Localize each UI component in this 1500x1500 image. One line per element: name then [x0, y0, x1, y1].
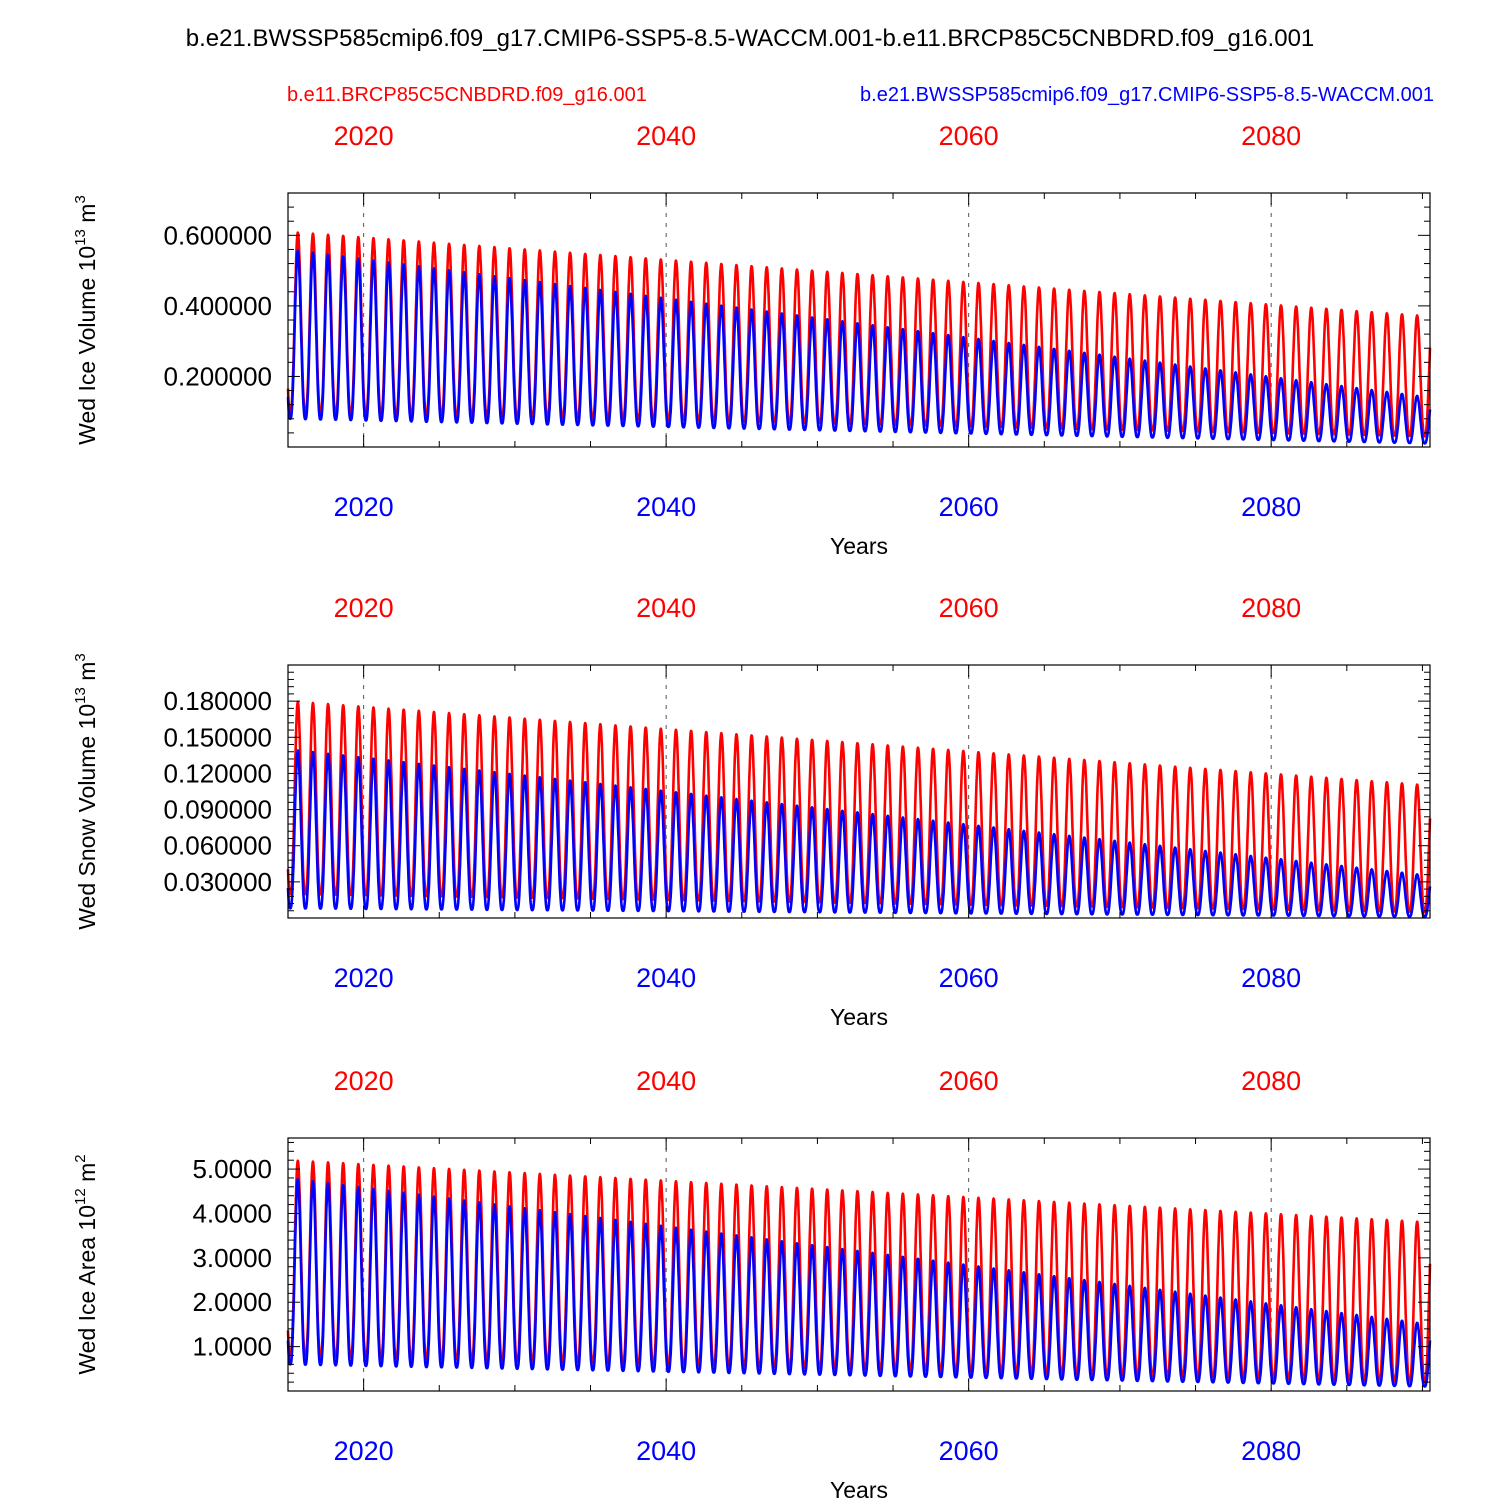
top-x-tick-label: 2080	[1241, 121, 1301, 151]
y-tick-label: 0.120000	[164, 758, 272, 788]
y-axis-label-exponent: 12	[72, 1188, 89, 1205]
top-x-tick-label: 2040	[636, 121, 696, 151]
plot-frame	[287, 664, 1431, 919]
chart-panel-1: 0.200000 0.400000 0.600000 2020 2020 2040 2040…	[72, 121, 1432, 559]
top-x-tick-label: 2040	[636, 593, 696, 623]
series-line-blue	[286, 1177, 1432, 1388]
y-axis-label-part: Wed Snow Volume 10	[74, 704, 100, 930]
series-line-blue	[286, 249, 1432, 445]
top-x-tick-label: 2080	[1241, 593, 1301, 623]
y-axis-label: Wed Ice Volume 1013 m3	[72, 195, 100, 445]
y-axis-label-exponent: 3	[72, 195, 89, 203]
x-axis-label: Years	[830, 533, 888, 559]
series-line-red	[286, 1159, 1432, 1384]
bottom-x-tick-label: 2040	[636, 492, 696, 522]
y-tick-label: 0.090000	[164, 795, 272, 825]
top-x-tick-label: 2020	[334, 1066, 394, 1096]
top-x-tick-label: 2060	[939, 1066, 999, 1096]
bottom-x-tick-label: 2080	[1241, 1436, 1301, 1466]
top-x-tick-label: 2020	[334, 593, 394, 623]
y-axis-label-exponent: 13	[72, 687, 89, 704]
y-tick-label: 1.0000	[192, 1332, 272, 1362]
y-axis-label-part: m	[74, 1163, 100, 1189]
y-tick-label: 0.060000	[164, 831, 272, 861]
bottom-x-tick-label: 2060	[939, 963, 999, 993]
y-axis-label-part: Wed Ice Volume 10	[74, 246, 100, 445]
series-line-red	[286, 231, 1432, 438]
y-axis-label-exponent: 13	[72, 229, 89, 246]
top-x-tick-label: 2060	[939, 121, 999, 151]
legend-blue-case: b.e21.BWSSP585cmip6.f09_g17.CMIP6-SSP5-8…	[860, 84, 1434, 106]
y-tick-label: 4.0000	[192, 1198, 272, 1228]
y-tick-label: 2.0000	[192, 1287, 272, 1317]
series-line-blue	[286, 749, 1432, 919]
top-x-tick-label: 2060	[939, 593, 999, 623]
y-axis-label: Wed Snow Volume 1013 m3	[72, 653, 100, 929]
y-tick-label: 0.600000	[164, 220, 272, 250]
y-axis-label-part: Wed Ice Area 10	[74, 1205, 100, 1375]
bottom-x-tick-label: 2060	[939, 1436, 999, 1466]
y-axis-label-exponent: 3	[72, 653, 89, 661]
bottom-x-tick-label: 2020	[334, 1436, 394, 1466]
bottom-x-tick-label: 2080	[1241, 492, 1301, 522]
top-x-tick-label: 2080	[1241, 1066, 1301, 1096]
y-tick-label: 3.0000	[192, 1243, 272, 1273]
plot-frame	[287, 1137, 1431, 1392]
top-x-tick-label: 2020	[334, 121, 394, 151]
bottom-x-tick-label: 2040	[636, 963, 696, 993]
bottom-x-tick-label: 2020	[334, 963, 394, 993]
y-axis-label-part: m	[74, 662, 100, 688]
top-x-tick-label: 2040	[636, 1066, 696, 1096]
y-tick-label: 0.400000	[164, 291, 272, 321]
series-line-red	[286, 700, 1432, 914]
chart-panel-3: 1.0000 2.0000 3.0000 4.0000 5.0000 2020 2020 20…	[72, 1066, 1432, 1500]
bottom-x-tick-label: 2060	[939, 492, 999, 522]
y-tick-label: 0.030000	[164, 867, 272, 897]
bottom-x-tick-label: 2040	[636, 1436, 696, 1466]
y-tick-label: 5.0000	[192, 1154, 272, 1184]
y-tick-label: 0.200000	[164, 361, 272, 391]
x-axis-label: Years	[830, 1004, 888, 1030]
y-axis-label-part: m	[74, 204, 100, 230]
figure-title: b.e21.BWSSP585cmip6.f09_g17.CMIP6-SSP5-8…	[186, 25, 1315, 52]
x-axis-label: Years	[830, 1477, 888, 1500]
bottom-x-tick-label: 2020	[334, 492, 394, 522]
bottom-x-tick-label: 2080	[1241, 963, 1301, 993]
legend-red-case: b.e11.BRCP85C5CNBDRD.f09_g16.001	[287, 84, 647, 106]
y-axis-label: Wed Ice Area 1012 m2	[72, 1154, 100, 1374]
panels: 0.200000 0.400000 0.600000 2020 2020 2040 2040…	[72, 121, 1432, 1500]
y-axis-label-exponent: 2	[72, 1154, 89, 1162]
y-tick-label: 0.180000	[164, 686, 272, 716]
chart-panel-2: 0.030000 0.060000 0.090000 0.120000 0.150000…	[72, 593, 1432, 1030]
y-tick-label: 0.150000	[164, 722, 272, 752]
